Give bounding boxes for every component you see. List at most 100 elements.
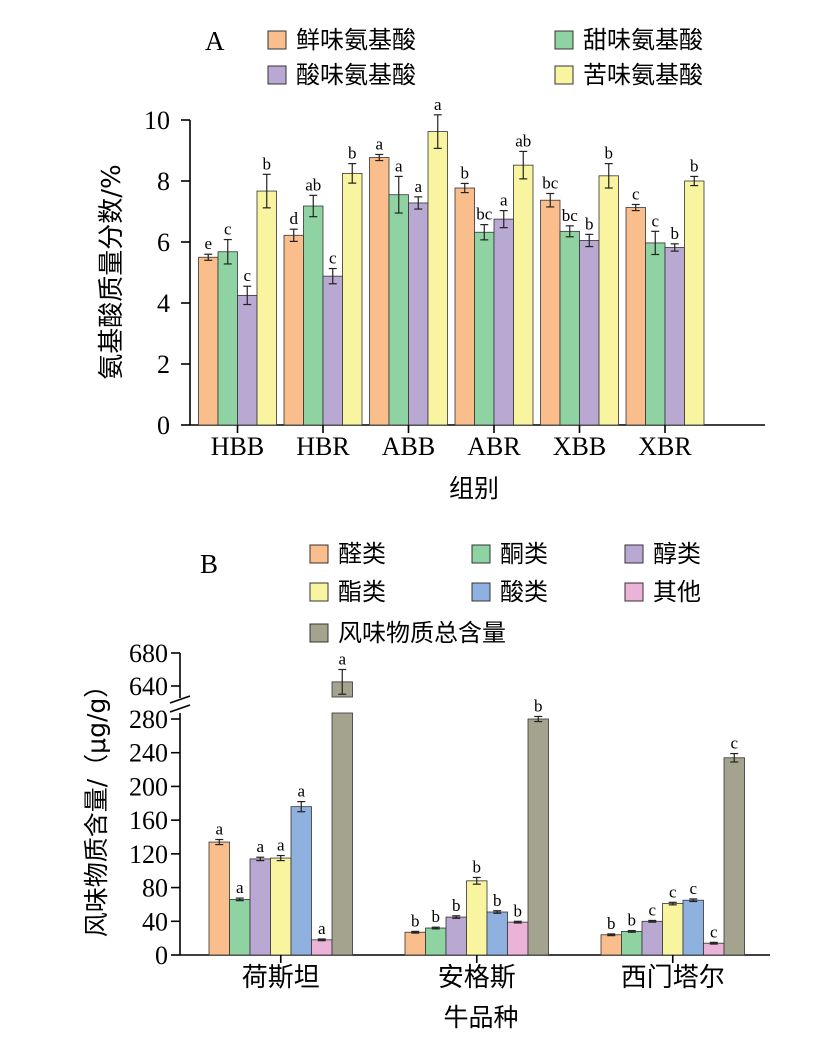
bar — [388, 194, 409, 426]
bar — [369, 157, 390, 426]
error-bar — [690, 175, 699, 187]
bar — [404, 931, 426, 956]
legend-swatch — [267, 30, 287, 50]
x-tick-label: XBR — [638, 432, 692, 461]
bar — [664, 247, 685, 426]
significance-label: bc — [562, 206, 579, 225]
significance-label: c — [243, 266, 251, 285]
bar — [641, 920, 663, 956]
y-tick-label: 680 — [129, 639, 168, 668]
error-bar — [651, 230, 660, 256]
bar — [662, 903, 684, 956]
bar — [527, 718, 549, 956]
y-tick-label: 6 — [157, 228, 170, 257]
error-bar — [394, 175, 403, 214]
legend-swatch — [471, 544, 491, 564]
bar — [600, 934, 622, 956]
significance-label: b — [473, 857, 482, 876]
y-tick-label: 0 — [155, 941, 168, 970]
error-bar — [375, 153, 384, 162]
error-bar — [317, 938, 326, 942]
legend-swatch — [471, 582, 491, 602]
legend-label: 甜味氨基酸 — [583, 26, 703, 54]
bar — [703, 942, 725, 956]
significance-label: b — [690, 156, 699, 175]
panel-a-y-axis-label: 氨基酸质量分数/% — [97, 164, 127, 379]
significance-label: a — [318, 919, 326, 938]
legend-label: 醛类 — [338, 540, 386, 568]
significance-label: b — [628, 911, 637, 930]
error-bar — [431, 926, 440, 930]
bar — [331, 712, 353, 956]
significance-label: c — [730, 734, 738, 753]
legend-label: 酸类 — [500, 578, 548, 606]
bar — [208, 841, 230, 956]
significance-label: b — [411, 911, 420, 930]
legend-label: 苦味氨基酸 — [583, 61, 703, 89]
legend-label: 鲜味氨基酸 — [296, 26, 416, 54]
bar — [598, 175, 619, 426]
error-bar — [338, 668, 347, 695]
bar — [540, 199, 561, 426]
bar — [559, 230, 580, 426]
significance-label: a — [215, 820, 223, 839]
significance-label: b — [585, 214, 594, 233]
bar — [493, 218, 514, 426]
panel-b-x-tick-labels: 荷斯坦 安格斯 西门塔尔 — [242, 955, 725, 993]
bar — [256, 190, 277, 426]
significance-label: a — [414, 177, 422, 196]
x-tick-label: ABR — [467, 432, 521, 461]
y-tick-label: 2 — [157, 350, 170, 379]
error-bar — [604, 163, 613, 189]
error-bar — [565, 225, 574, 238]
error-bar — [204, 253, 213, 261]
bar — [454, 187, 475, 426]
significance-label: a — [500, 191, 508, 210]
legend-swatch — [267, 65, 287, 85]
error-bar — [414, 196, 423, 210]
error-bar — [452, 915, 461, 919]
error-bar — [631, 203, 640, 212]
bar — [427, 131, 448, 426]
error-bar — [256, 856, 265, 862]
y-tick-label: 4 — [157, 289, 170, 318]
legend-label: 酸味氨基酸 — [296, 61, 416, 89]
significance-label: b — [493, 891, 502, 910]
error-bar — [689, 898, 698, 903]
bar — [342, 172, 363, 426]
error-bar — [309, 194, 318, 218]
error-bar — [276, 854, 285, 862]
significance-label: ab — [515, 131, 531, 150]
error-bar — [513, 920, 522, 924]
y-tick-label: 160 — [129, 806, 168, 835]
panel-b-label: B — [200, 549, 218, 579]
significance-label: c — [632, 184, 640, 203]
error-bar — [328, 267, 337, 285]
significance-label: bc — [476, 205, 493, 224]
error-bar — [668, 901, 677, 906]
significance-label: a — [236, 878, 244, 897]
x-tick-label: 安格斯 — [438, 963, 516, 993]
significance-label: b — [671, 224, 680, 243]
x-tick-label: 西门塔尔 — [621, 963, 725, 993]
significance-label: d — [290, 209, 299, 228]
panel-b-x-axis-label: 牛品种 — [443, 1003, 518, 1032]
error-bar — [730, 752, 739, 763]
bar — [507, 921, 529, 956]
significance-label: c — [329, 249, 337, 268]
significance-label: b — [534, 696, 543, 715]
panel-b-y-ticks: 0 40 80 120 160 200 240 280 640 680 — [129, 639, 180, 970]
panel-a-x-tick-labels: HBB HBR ABB ABR XBB XBR — [211, 425, 692, 461]
x-tick-label: 荷斯坦 — [242, 963, 320, 993]
significance-label: a — [297, 782, 305, 801]
error-bar — [297, 800, 306, 813]
y-tick-label: 120 — [129, 840, 168, 869]
bar — [270, 857, 292, 956]
legend-swatch — [554, 65, 574, 85]
significance-label: c — [710, 922, 718, 941]
x-tick-label: HBR — [296, 432, 350, 461]
legend-swatch — [309, 582, 329, 602]
